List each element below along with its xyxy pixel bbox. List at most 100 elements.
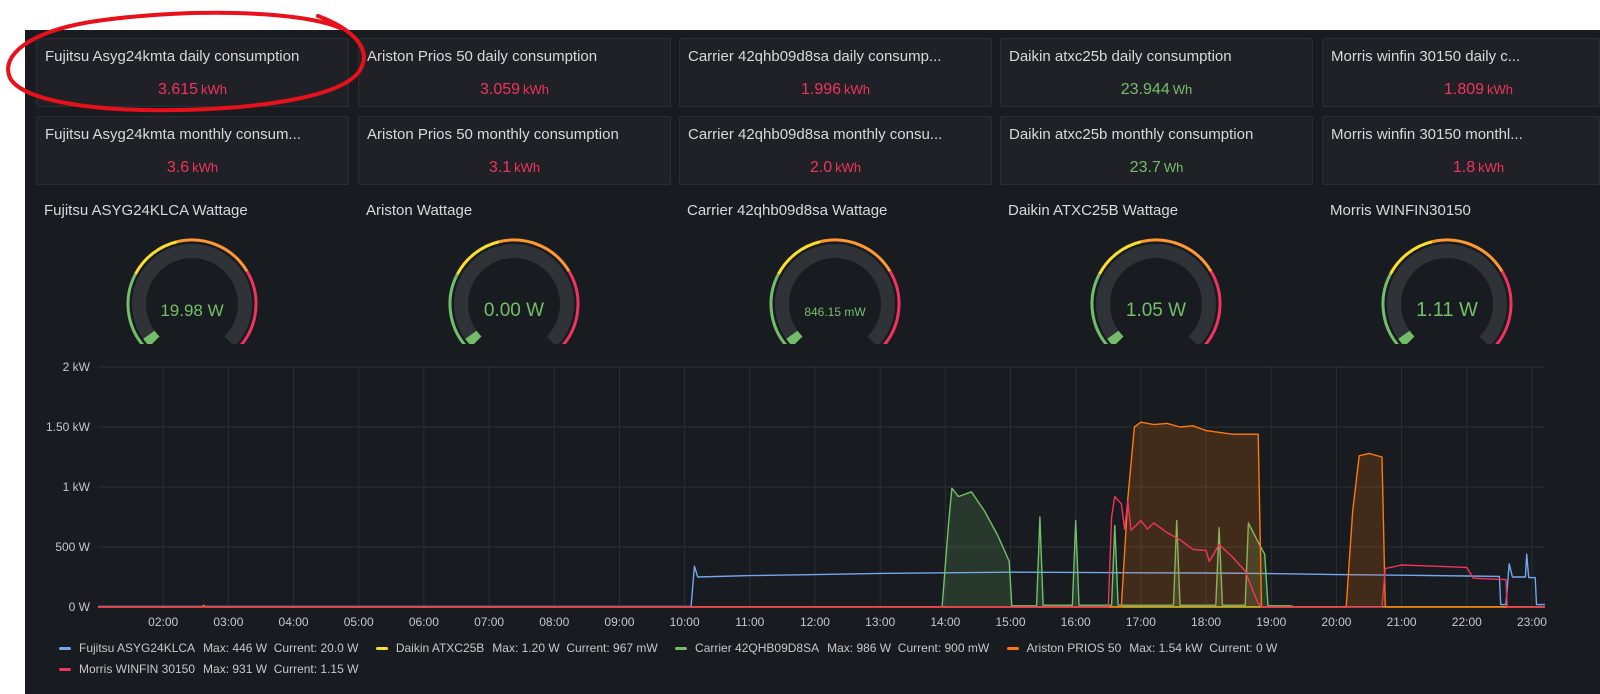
gauge-threshold-mid xyxy=(1098,240,1142,275)
gauge-value: 1.05 W xyxy=(1126,300,1186,321)
stat-value: 23.944 Wh xyxy=(1120,81,1193,98)
gauge-title-carrier: Carrier 42qhb09d8sa Wattage xyxy=(687,202,888,219)
stat-panel-carrier-daily[interactable]: Carrier 42qhb09d8sa daily consump... 1.9… xyxy=(679,38,992,107)
stat-value: 3.1 kWh xyxy=(488,159,541,176)
stat-panel-ariston-daily[interactable]: Ariston Prios 50 daily consumption 3.059… xyxy=(358,38,671,107)
stat-value: 1.809 kWh xyxy=(1443,81,1514,98)
x-tick-label: 22:00 xyxy=(1452,615,1482,629)
x-tick-label: 14:00 xyxy=(930,615,960,629)
stat-value: 1.8 kWh xyxy=(1452,159,1505,176)
y-tick-label: 2 kW xyxy=(63,360,91,374)
x-tick-label: 15:00 xyxy=(996,615,1026,629)
stat-panel-daikin-daily[interactable]: Daikin atxc25b daily consumption 23.944 W… xyxy=(1000,38,1313,107)
legend-item-ariston[interactable]: Ariston PRIOS 50 Max: 1.54 kW Current: 0 … xyxy=(1005,641,1277,655)
gauge-track xyxy=(132,244,252,344)
stat-panel-ariston-monthly[interactable]: Ariston Prios 50 monthly consumption 3.1… xyxy=(358,116,671,185)
legend-item-morris[interactable]: Morris WINFIN 30150 Max: 931 W Current: 1… xyxy=(57,662,358,676)
gauge-title-ariston: Ariston Wattage xyxy=(366,202,473,219)
gauge-fill xyxy=(1398,330,1415,344)
panel-title: Daikin atxc25b monthly consumption xyxy=(1009,126,1254,143)
legend-item-carrier[interactable]: Carrier 42QHB09D8SA Max: 986 W Current: 9… xyxy=(673,641,989,655)
chart-legend: Fujitsu ASYG24KLCA Max: 446 W Current: 20… xyxy=(57,641,1289,655)
gauge-title-fujitsu: Fujitsu ASYG24KLCA Wattage xyxy=(44,202,248,219)
gauge-threshold-high xyxy=(819,238,892,273)
panel-title: Daikin atxc25b daily consumption xyxy=(1009,48,1232,65)
gauge-ariston-wattage: 0.00 W xyxy=(448,238,580,344)
x-tick-label: 12:00 xyxy=(800,615,830,629)
gauge-threshold-max xyxy=(1494,270,1513,344)
gauge-threshold-low xyxy=(769,273,788,344)
stat-panel-fujitsu-monthly[interactable]: Fujitsu Asyg24kmta monthly consum... 3.6… xyxy=(36,116,349,185)
legend-item-fujitsu[interactable]: Fujitsu ASYG24KLCA Max: 446 W Current: 20… xyxy=(57,641,358,655)
stat-panel-daikin-monthly[interactable]: Daikin atxc25b monthly consumption 23.7 W… xyxy=(1000,116,1313,185)
panel-title: Ariston Prios 50 monthly consumption xyxy=(367,126,619,143)
power-timeseries-chart[interactable]: 0 W 500 W 1 kW 1.50 kW 2 kW 02:00 03:00 04:00 05… xyxy=(25,30,1600,640)
gauge-threshold-max xyxy=(882,270,901,344)
gauge-threshold-high xyxy=(1431,238,1504,273)
stat-panel-morris-monthly[interactable]: Morris winfin 30150 monthl... 1.8 kWh xyxy=(1322,116,1600,185)
x-tick-label: 19:00 xyxy=(1256,615,1286,629)
gauge-threshold-mid xyxy=(456,240,500,275)
x-tick-label: 06:00 xyxy=(409,615,439,629)
x-tick-label: 08:00 xyxy=(539,615,569,629)
gauge-value: 19.98 W xyxy=(160,301,223,320)
series-line-2 xyxy=(98,487,1545,608)
stat-value: 2.0 kWh xyxy=(809,159,862,176)
stat-value: 3.6 kWh xyxy=(166,159,219,176)
stat-value: 3.059 kWh xyxy=(479,81,550,98)
gauge-threshold-mid xyxy=(134,240,178,275)
stat-panel-morris-daily[interactable]: Morris winfin 30150 daily c... 1.809 kWh xyxy=(1322,38,1600,107)
gauge-threshold-low xyxy=(448,273,467,344)
x-tick-label: 05:00 xyxy=(344,615,374,629)
series-line-0 xyxy=(98,553,1545,608)
series-area-3 xyxy=(98,422,1545,607)
gauge-track xyxy=(454,244,574,344)
x-tick-label: 11:00 xyxy=(735,615,764,629)
panel-title: Fujitsu Asyg24kmta monthly consum... xyxy=(45,126,301,143)
series-line-3 xyxy=(98,421,1545,608)
x-tick-label: 23:00 xyxy=(1517,615,1547,629)
gauge-title-morris: Morris WINFIN30150 xyxy=(1330,202,1471,219)
gauge-fill xyxy=(465,330,482,344)
gauge-threshold-high xyxy=(1140,238,1213,273)
x-tick-label: 21:00 xyxy=(1387,615,1417,629)
gauge-threshold-high xyxy=(176,238,249,273)
x-tick-label: 16:00 xyxy=(1061,615,1091,629)
panel-title: Carrier 42qhb09d8sa monthly consu... xyxy=(688,126,943,143)
x-tick-label: 07:00 xyxy=(474,615,504,629)
gauge-carrier-wattage: 846.15 mW xyxy=(769,238,901,344)
x-tick-label: 02:00 xyxy=(148,615,178,629)
panel-title: Carrier 42qhb09d8sa daily consump... xyxy=(688,48,942,65)
gauge-fill xyxy=(786,330,803,344)
series-line-4 xyxy=(98,495,1545,608)
stat-value: 23.7 Wh xyxy=(1129,159,1184,176)
x-tick-label: 10:00 xyxy=(670,615,700,629)
x-tick-label: 03:00 xyxy=(213,615,243,629)
panel-title: Ariston Prios 50 daily consumption xyxy=(367,48,598,65)
stat-value: 1.996 kWh xyxy=(800,81,871,98)
gauge-daikin-wattage: 1.05 W xyxy=(1090,238,1222,344)
gauge-fujitsu-wattage: 19.98 W xyxy=(126,238,258,344)
x-tick-label: 17:00 xyxy=(1126,615,1156,629)
gauge-threshold-low xyxy=(126,273,145,344)
y-tick-label: 500 W xyxy=(55,540,90,554)
gauge-threshold-max xyxy=(561,270,580,344)
gauge-fill xyxy=(143,330,160,344)
gauge-threshold-mid xyxy=(1389,240,1433,275)
legend-item-daikin[interactable]: Daikin ATXC25B Max: 1.20 W Current: 967 m… xyxy=(374,641,658,655)
gauge-threshold-max xyxy=(1203,270,1222,344)
gauge-threshold-mid xyxy=(777,240,821,275)
stat-panel-carrier-monthly[interactable]: Carrier 42qhb09d8sa monthly consu... 2.0… xyxy=(679,116,992,185)
gauge-threshold-high xyxy=(498,238,571,273)
gauge-track xyxy=(775,244,895,344)
panel-title: Morris winfin 30150 daily c... xyxy=(1331,48,1521,65)
gauge-threshold-low xyxy=(1090,273,1109,344)
gauge-track xyxy=(1387,244,1507,344)
gauge-track xyxy=(1096,244,1216,344)
panel-title: Morris winfin 30150 monthl... xyxy=(1331,126,1523,143)
gauge-threshold-max xyxy=(239,270,258,344)
series-area-2 xyxy=(98,488,1545,607)
y-tick-label: 1.50 kW xyxy=(46,420,91,434)
x-tick-label: 09:00 xyxy=(604,615,634,629)
gauge-value: 846.15 mW xyxy=(804,305,866,319)
